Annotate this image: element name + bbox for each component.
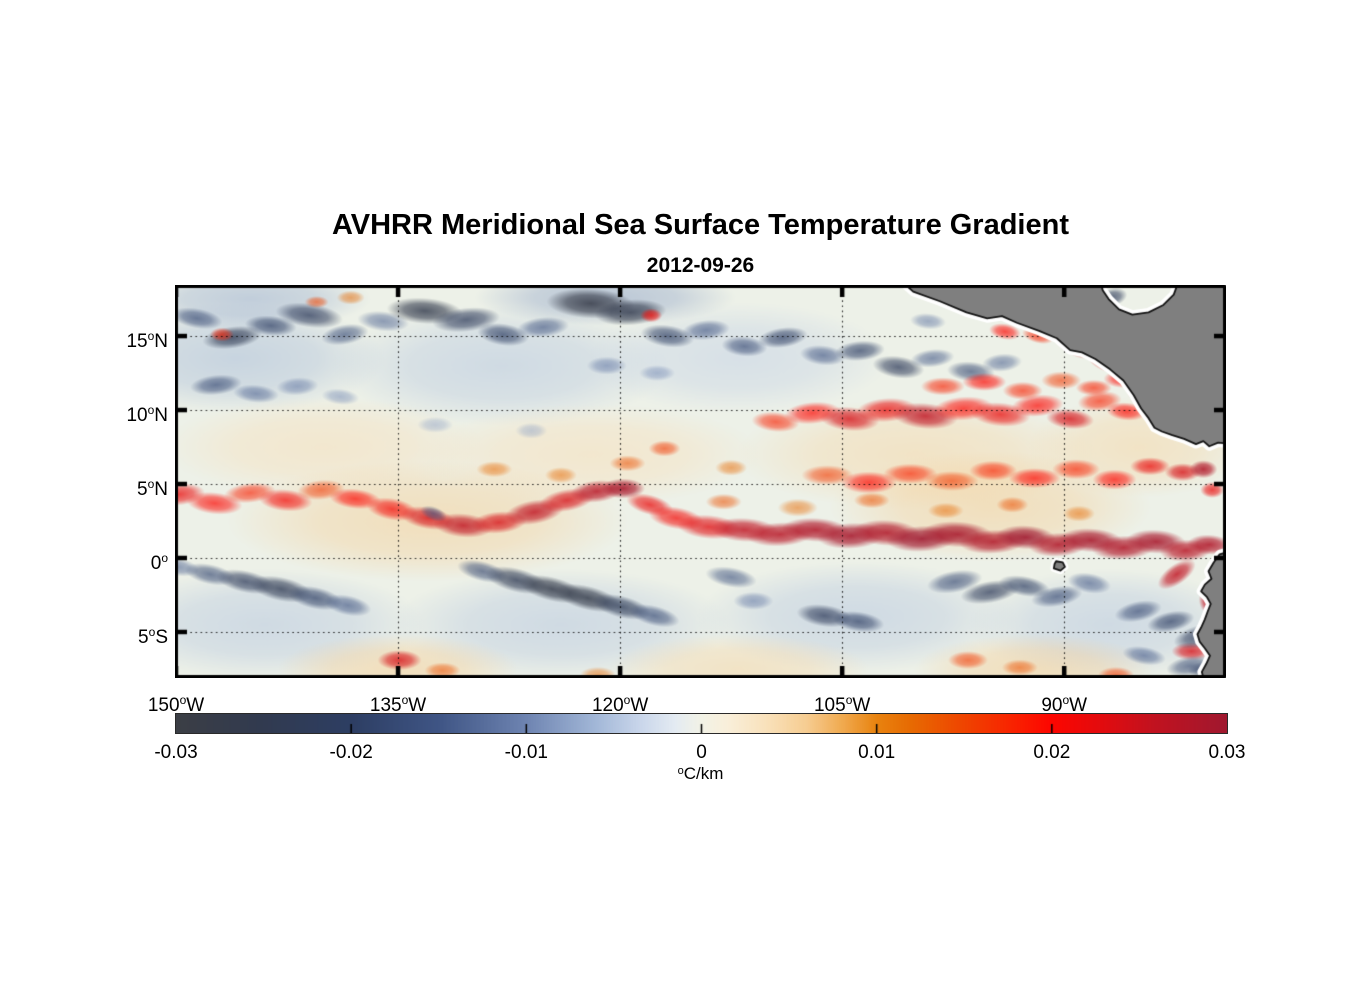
degree-symbol: o: [677, 765, 684, 777]
degree-symbol: o: [161, 550, 168, 565]
degree-symbol: o: [623, 693, 631, 707]
colorbar-unit-label: oC/km: [175, 764, 1226, 784]
hemisphere-letter: S: [155, 626, 168, 648]
y-axis-tick-label: 5oS: [0, 620, 168, 650]
hemisphere-letter: N: [154, 405, 168, 427]
hemisphere-letter: N: [154, 331, 168, 353]
hemisphere-letter: W: [630, 695, 649, 716]
y-axis-tick-label: 10oN: [0, 398, 168, 428]
degree-symbol: o: [845, 693, 853, 707]
degree-symbol: o: [148, 624, 156, 639]
hemisphere-letter: W: [852, 695, 871, 716]
hemisphere-letter: W: [1069, 695, 1088, 716]
unit-text: C/km: [683, 764, 724, 783]
colorbar-tick-label: -0.03: [154, 742, 198, 763]
degree-symbol: o: [179, 693, 187, 707]
tick-value: 0: [150, 552, 162, 574]
colorbar-gradient-canvas: [176, 714, 1227, 733]
colorbar-tick-label: -0.02: [329, 742, 373, 763]
x-axis-tick-label: 105oW: [814, 688, 870, 718]
map-plot-area: [175, 285, 1226, 678]
hemisphere-letter: N: [154, 479, 168, 500]
hemisphere-letter: W: [408, 695, 427, 716]
degree-symbol: o: [147, 477, 155, 491]
tick-value: 105: [813, 695, 846, 716]
x-axis-tick-label: 120oW: [592, 688, 648, 718]
y-axis-tick-label: 0o: [0, 546, 168, 576]
degree-symbol: o: [401, 693, 409, 707]
tick-value: 5: [138, 626, 149, 648]
x-axis-tick-label: 90oW: [1041, 688, 1087, 718]
y-axis-tick-label: 15oN: [0, 324, 168, 354]
colorbar-tick-label: 0.01: [858, 742, 896, 763]
tick-value: 10: [126, 405, 148, 427]
colorbar-tick-label: -0.01: [504, 742, 548, 763]
colorbar: [175, 713, 1228, 734]
tick-value: 135: [369, 695, 402, 716]
degree-symbol: o: [1062, 693, 1070, 707]
degree-symbol: o: [147, 403, 155, 418]
chart-date-subtitle: 2012-09-26: [646, 254, 755, 277]
hemisphere-letter: W: [186, 695, 205, 716]
y-axis-tick-label: 5oN: [0, 472, 168, 502]
tick-value: 90: [1041, 695, 1063, 716]
colorbar-tick-label: 0.03: [1208, 742, 1246, 763]
tick-value: 150: [147, 695, 180, 716]
x-axis-tick-label: 135oW: [370, 688, 426, 718]
sst-gradient-heatmap-canvas: [175, 285, 1226, 678]
chart-title: AVHRR Meridional Sea Surface Temperature…: [331, 209, 1069, 241]
tick-value: 15: [126, 331, 148, 353]
x-axis-tick-label: 150oW: [148, 688, 204, 718]
degree-symbol: o: [147, 329, 155, 344]
tick-value: 5: [137, 479, 148, 500]
tick-value: 120: [591, 695, 624, 716]
colorbar-tick-label: 0: [696, 742, 707, 763]
colorbar-tick-label: 0.02: [1033, 742, 1071, 763]
